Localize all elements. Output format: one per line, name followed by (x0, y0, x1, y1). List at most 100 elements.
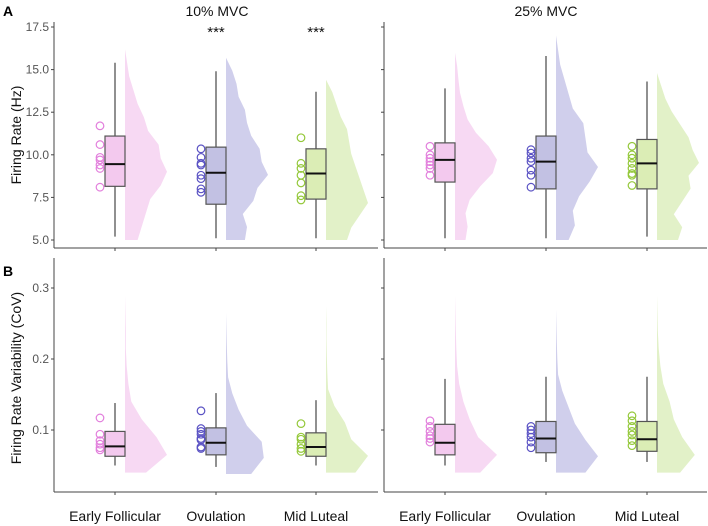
data-point (425, 150, 435, 160)
data-point (627, 430, 637, 440)
x-category-label: Mid Luteal (615, 508, 680, 524)
data-point (627, 411, 637, 421)
box (636, 420, 658, 452)
violin-mid-luteal (657, 73, 699, 240)
data-point (627, 158, 637, 168)
data-point (95, 413, 105, 423)
box (535, 420, 557, 454)
x-category-label: Early Follicular (69, 508, 161, 524)
x-category-label: Early Follicular (399, 508, 491, 524)
data-point (627, 153, 637, 163)
data-point (196, 184, 206, 194)
data-point (627, 416, 637, 426)
data-point (296, 178, 306, 188)
data-point (627, 441, 637, 451)
data-point (526, 148, 536, 158)
y-tick-label: 0.2 (32, 352, 49, 366)
data-point (627, 141, 637, 151)
data-point (296, 164, 306, 173)
data-point (425, 434, 435, 443)
data-point (425, 160, 435, 170)
data-point (95, 164, 105, 173)
data-point (196, 187, 206, 197)
y-tick-label: 5.0 (32, 233, 49, 247)
data-point (196, 429, 206, 439)
x-category-label: Mid Luteal (284, 508, 349, 524)
data-point (196, 406, 206, 416)
data-point (425, 437, 435, 447)
y-tick-label: 17.5 (26, 20, 50, 34)
data-point (95, 140, 105, 149)
data-point (526, 182, 536, 192)
data-point (425, 422, 435, 431)
y-tick-label: 10.0 (26, 148, 50, 162)
data-point (296, 195, 306, 205)
y-axis-label-a: Firing Rate (Hz) (8, 86, 24, 185)
data-point (425, 153, 435, 163)
data-point (526, 429, 536, 438)
significance-marker: *** (307, 24, 325, 41)
y-tick-label: 7.5 (32, 190, 49, 204)
data-point (296, 434, 306, 444)
data-point (296, 419, 306, 429)
violin-ovulation (556, 35, 598, 240)
data-point (526, 443, 536, 453)
data-point (95, 160, 105, 170)
data-point (296, 191, 306, 201)
y-axis-label-b: Firing Rate Variability (CoV) (8, 292, 24, 464)
column-title-25: 25% MVC (514, 3, 577, 19)
x-category-label: Ovulation (186, 508, 245, 524)
violin-mid-luteal (326, 79, 368, 240)
violin-mid-luteal (326, 305, 368, 473)
data-point (95, 439, 105, 449)
data-point (196, 160, 206, 170)
y-tick-label: 12.5 (26, 105, 50, 119)
data-point (196, 170, 206, 180)
violin-ovulation (226, 312, 264, 475)
data-point (95, 182, 105, 192)
data-point (526, 437, 536, 447)
data-point (196, 444, 206, 453)
box (205, 427, 227, 456)
box (305, 432, 327, 457)
box (434, 142, 456, 183)
data-point (425, 141, 435, 151)
data-point (526, 145, 536, 155)
data-point (95, 155, 105, 165)
panel-label-a: A (3, 3, 13, 19)
data-point (526, 170, 536, 180)
box (205, 146, 227, 205)
y-tick-label: 0.3 (32, 281, 49, 295)
data-point (627, 427, 637, 436)
data-point (196, 174, 206, 184)
x-category-label: Ovulation (516, 508, 575, 524)
data-point (526, 153, 536, 163)
data-point (196, 144, 206, 154)
violin-ovulation (556, 309, 598, 473)
y-tick-label: 15.0 (26, 63, 50, 77)
data-point (296, 446, 306, 456)
violin-early-follicular (455, 52, 497, 241)
data-point (627, 436, 637, 446)
data-point (627, 164, 637, 173)
data-point (425, 164, 435, 173)
data-point (196, 424, 206, 433)
data-point (425, 416, 435, 426)
column-title-10: 10% MVC (185, 3, 248, 19)
data-point (296, 158, 306, 168)
data-point (526, 157, 536, 167)
violin-ovulation (226, 57, 268, 241)
box (104, 430, 126, 457)
data-point (425, 157, 435, 167)
data-point (627, 150, 637, 160)
data-point (95, 445, 105, 455)
data-point (526, 165, 536, 175)
violin-early-follicular (125, 49, 167, 240)
data-point (526, 432, 536, 442)
box (104, 135, 126, 187)
data-point (425, 431, 435, 441)
violin-early-follicular (455, 295, 497, 473)
data-point (95, 121, 105, 131)
data-point (95, 429, 105, 439)
